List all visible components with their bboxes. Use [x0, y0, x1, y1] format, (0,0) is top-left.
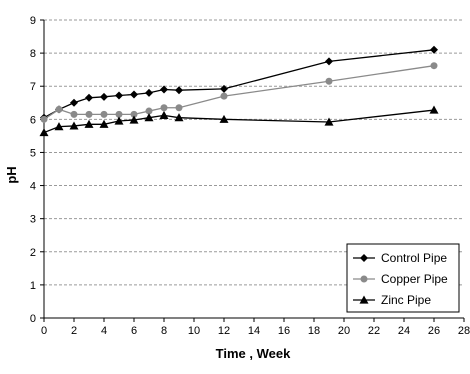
x-tick-label: 18 — [308, 325, 320, 337]
data-point-control-pipe — [160, 85, 168, 94]
x-tick-label: 24 — [398, 325, 410, 337]
data-point-zinc-pipe — [324, 117, 334, 126]
x-tick-label: 22 — [368, 325, 380, 337]
x-tick-label: 28 — [458, 325, 470, 337]
y-tick-label: 3 — [30, 214, 36, 226]
data-point-control-pipe — [115, 91, 123, 100]
data-point-zinc-pipe — [84, 119, 94, 128]
x-tick-label: 14 — [248, 325, 260, 337]
x-tick-label: 4 — [101, 325, 107, 337]
data-point-copper-pipe — [70, 110, 78, 118]
series-zinc-pipe — [39, 105, 439, 137]
data-point-control-pipe — [130, 90, 138, 99]
data-point-zinc-pipe — [159, 110, 169, 119]
data-point-copper-pipe — [175, 104, 183, 112]
legend-swatch-marker — [360, 275, 368, 283]
data-point-copper-pipe — [160, 104, 168, 112]
data-point-copper-pipe — [55, 105, 63, 113]
y-tick-label: 8 — [30, 48, 36, 60]
gridlines — [44, 19, 464, 286]
legend-label: Control Pipe — [381, 251, 447, 265]
data-point-zinc-pipe — [429, 105, 439, 114]
data-point-control-pipe — [70, 98, 78, 107]
data-point-copper-pipe — [85, 110, 93, 118]
y-tick-label: 7 — [30, 81, 36, 93]
data-point-zinc-pipe — [114, 116, 124, 125]
data-point-copper-pipe — [220, 92, 228, 100]
legend: Control Pipe Copper Pipe Zinc Pipe — [346, 243, 460, 313]
y-tick-label: 6 — [30, 114, 36, 126]
series-control-pipe — [40, 45, 438, 122]
data-point-control-pipe — [145, 88, 153, 97]
data-point-zinc-pipe — [144, 113, 154, 122]
data-point-control-pipe — [430, 45, 438, 54]
x-tick-label: 12 — [218, 325, 230, 337]
y-tick-label: 1 — [30, 280, 36, 292]
data-point-copper-pipe — [430, 62, 438, 70]
data-point-copper-pipe — [115, 110, 123, 118]
data-point-copper-pipe — [130, 110, 138, 118]
legend-swatch-marker — [360, 254, 368, 262]
y-tick-label: 4 — [30, 181, 36, 193]
x-tick-label: 26 — [428, 325, 440, 337]
x-tick-label: 0 — [41, 325, 47, 337]
x-tick-label: 2 — [71, 325, 77, 337]
legend-label: Zinc Pipe — [381, 293, 431, 307]
y-tick-label: 9 — [30, 15, 36, 27]
data-point-copper-pipe — [100, 110, 108, 118]
data-point-copper-pipe — [40, 115, 48, 123]
legend-item-control-pipe: Control Pipe — [353, 251, 447, 265]
x-tick-label: 6 — [131, 325, 137, 337]
data-point-zinc-pipe — [54, 122, 64, 131]
data-point-control-pipe — [325, 57, 333, 66]
x-tick-label: 16 — [278, 325, 290, 337]
legend-swatch-marker — [359, 295, 369, 304]
data-point-zinc-pipe — [99, 119, 109, 128]
data-point-control-pipe — [100, 92, 108, 101]
legend-label: Copper Pipe — [381, 272, 448, 286]
data-point-copper-pipe — [325, 77, 333, 85]
data-point-zinc-pipe — [129, 115, 139, 124]
data-point-control-pipe — [175, 86, 183, 95]
x-tick-label: 10 — [188, 325, 200, 337]
data-point-zinc-pipe — [219, 114, 229, 123]
series-line-control-pipe — [43, 49, 435, 119]
data-point-zinc-pipe — [39, 128, 49, 137]
series-group — [39, 45, 439, 137]
x-axis-title: Time , Week — [216, 346, 291, 361]
legend-item-copper-pipe: Copper Pipe — [353, 272, 448, 286]
y-tick-label: 0 — [30, 313, 36, 325]
y-axis-title: pH — [4, 166, 19, 183]
data-point-control-pipe — [85, 93, 93, 102]
data-point-zinc-pipe — [174, 113, 184, 122]
data-point-control-pipe — [220, 84, 228, 93]
x-tick-label: 8 — [161, 325, 167, 337]
series-copper-pipe — [40, 62, 438, 123]
y-tick-label: 2 — [30, 247, 36, 259]
y-tick-label: 5 — [30, 147, 36, 159]
data-point-copper-pipe — [145, 107, 153, 115]
x-tick-label: 20 — [338, 325, 350, 337]
data-point-zinc-pipe — [69, 121, 79, 130]
legend-item-zinc-pipe: Zinc Pipe — [353, 293, 431, 307]
